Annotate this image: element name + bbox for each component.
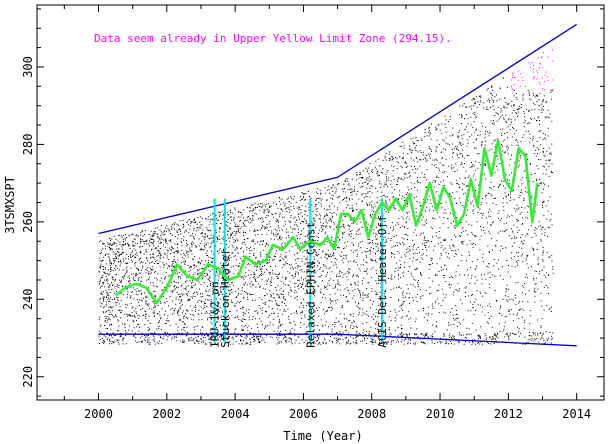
x-tick-label: 2002 [152, 407, 181, 421]
upper-envelope-line [98, 23, 578, 235]
x-tick-label: 2010 [426, 407, 455, 421]
y-axis-title: 3TSMXSPT [3, 176, 17, 234]
y-tick-label: 280 [21, 134, 35, 156]
event-line-label: Stuck-on Heater [219, 248, 232, 348]
series-layer [114, 139, 539, 305]
x-tick-label: 2004 [221, 407, 250, 421]
scatter-points [98, 77, 554, 345]
x-axis-title: Time (Year) [283, 429, 362, 443]
tick-layer: 2000 2002 2004 2006 2008 2010 2012 2014 220 240 26… [21, 5, 604, 421]
moving-average-line [114, 139, 539, 305]
x-tick-label: 2014 [562, 407, 591, 421]
envelope-layer [98, 23, 578, 347]
y-tick-label: 240 [21, 288, 35, 310]
y-tick-label: 300 [21, 56, 35, 78]
scatter-layer [98, 49, 554, 345]
event-line-label: ACIS Det. Heater Off [376, 215, 389, 347]
x-tick-label: 2000 [84, 407, 113, 421]
x-tick-label: 2006 [289, 407, 318, 421]
event-line-label: IRU-1&2 on [209, 281, 222, 347]
lower-envelope-line [98, 333, 577, 347]
x-tick-label: 2008 [357, 407, 386, 421]
y-tick-label: 220 [21, 366, 35, 388]
y-tick-label: 260 [21, 211, 35, 233]
annotation-text: Data seem already in Upper Yellow Limit … [94, 32, 452, 45]
x-tick-label: 2012 [494, 407, 523, 421]
event-line-label: Relaxed EPHIN Const. [304, 215, 317, 347]
